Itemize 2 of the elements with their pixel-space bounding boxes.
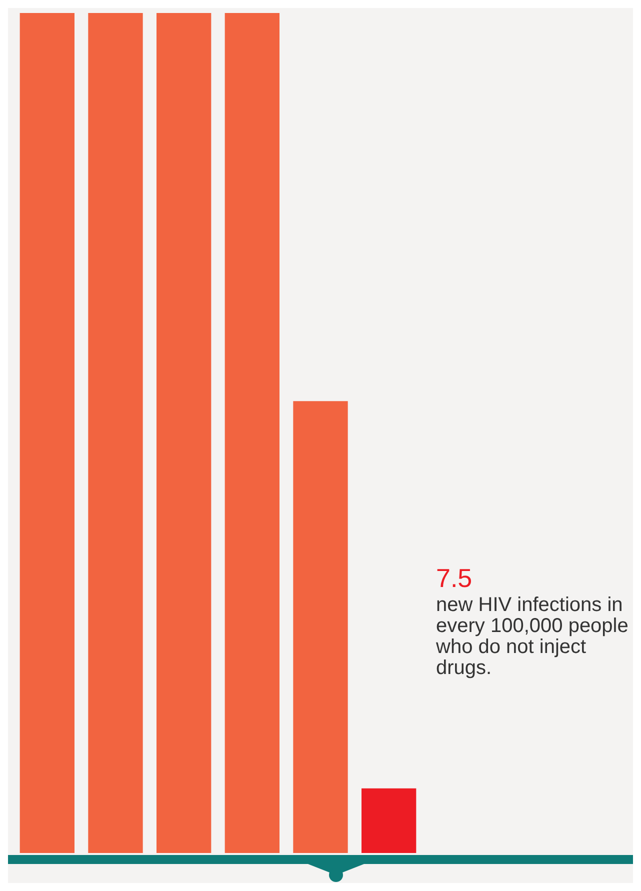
text: new HIV infections in every 100,000 people who do not inject drugs. [436, 594, 630, 679]
text: 7.5 [436, 562, 474, 595]
